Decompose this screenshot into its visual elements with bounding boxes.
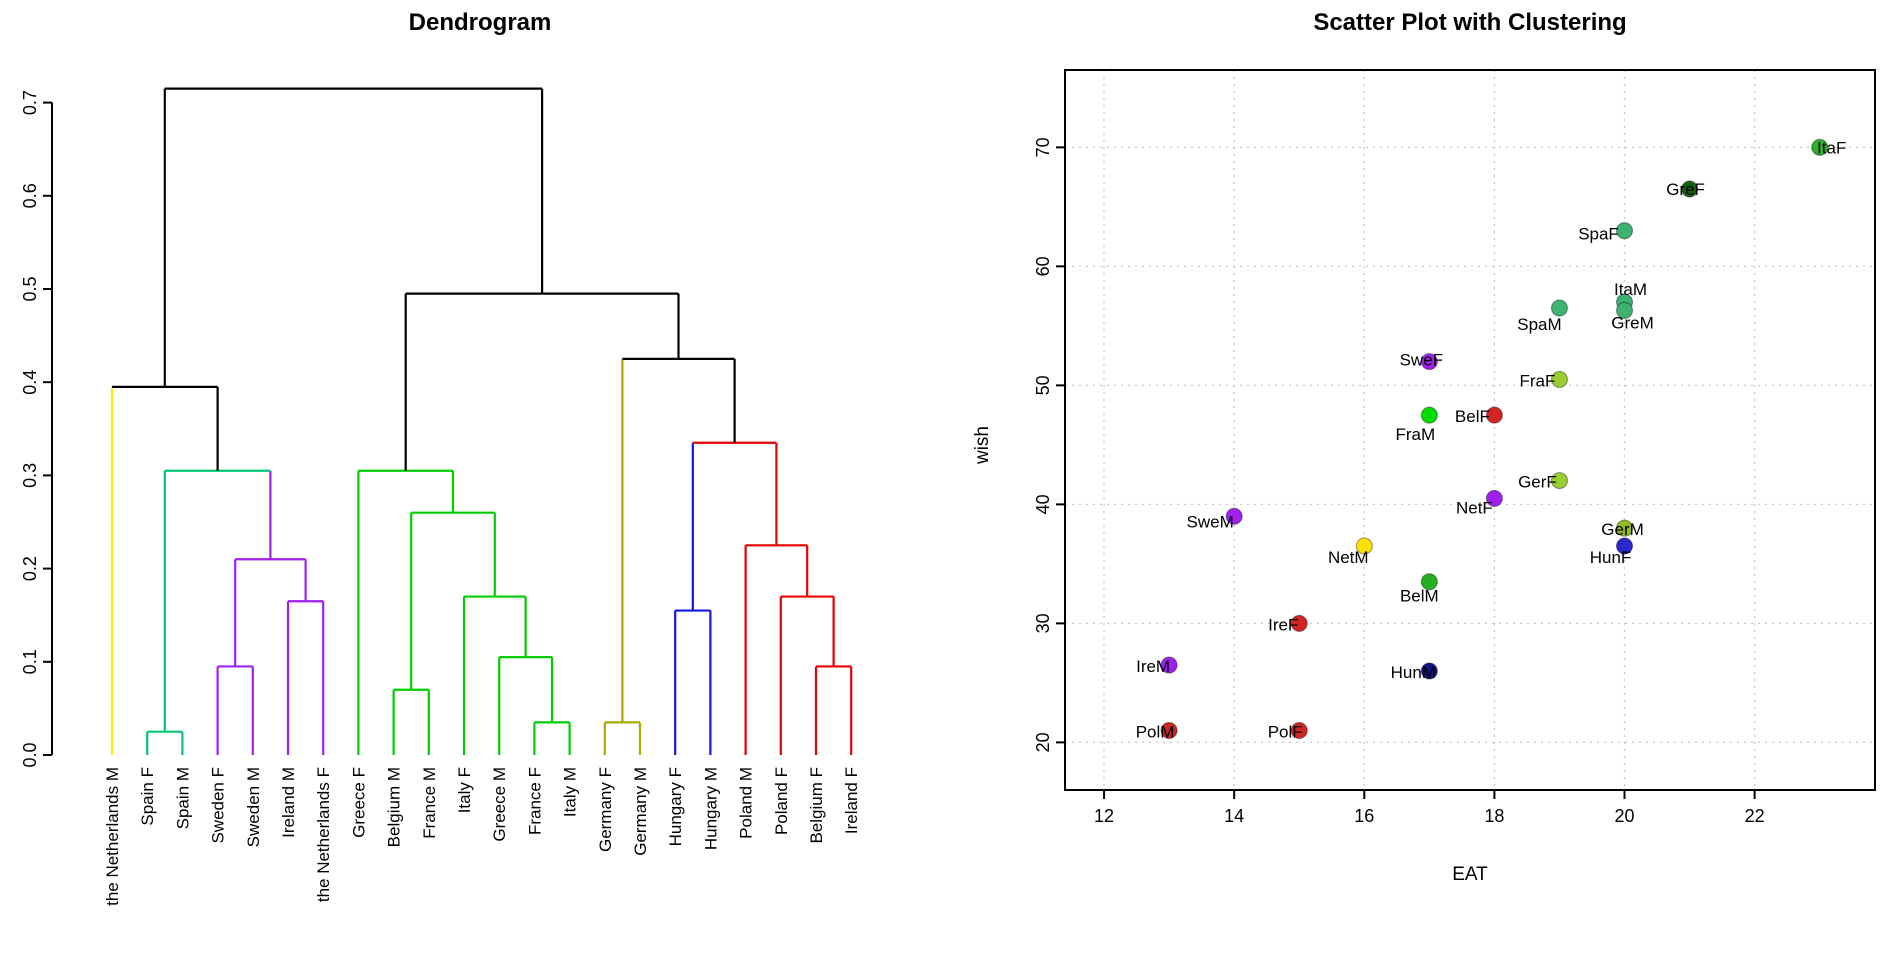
point-label: FraM: [1396, 425, 1436, 444]
point-label: SweM: [1187, 512, 1234, 531]
y-tick-label: 0.0: [20, 742, 40, 767]
leaf-label: Spain M: [173, 767, 192, 829]
point-label: HunF: [1590, 548, 1632, 567]
scatter-point: [1680, 180, 1699, 198]
scatter-point: [1420, 406, 1438, 424]
leaf-label: Ireland F: [842, 767, 861, 834]
y-tick-label: 0.2: [20, 556, 40, 581]
dendrogram-plot: the Netherlands M Spain F Spain M Sweden F S…: [20, 87, 861, 906]
scatter-plot: 12 14 16 18 20 22 20 30 40 50 60 70 ItaF GreF SpaF ItaM…: [1033, 69, 1876, 826]
scatter-title: Scatter Plot with Clustering: [1313, 9, 1626, 36]
x-tick-label: 14: [1224, 806, 1244, 826]
x-tick-label: 12: [1094, 806, 1114, 826]
leaf-label: Spain F: [138, 767, 157, 826]
scatter-point: [1811, 138, 1829, 156]
leaf-label: France F: [525, 767, 544, 835]
leaf-label: Italy F: [455, 767, 474, 813]
scatter-point: [1485, 406, 1503, 424]
plot-box: [1064, 69, 1876, 791]
dendrogram-title: Dendrogram: [409, 9, 552, 36]
scatter-point: [1355, 537, 1373, 555]
leaf-label: the Netherlands M: [103, 767, 122, 906]
leaf-label: Poland M: [737, 767, 756, 839]
y-tick-label: 60: [1033, 256, 1053, 276]
point-label: SpaF: [1578, 225, 1619, 244]
x-tick-label: 20: [1615, 806, 1635, 826]
scatter-point: [1420, 662, 1438, 680]
y-tick-label: 20: [1033, 732, 1053, 752]
y-tick-label: 0.4: [20, 370, 40, 395]
leaf-label: Belgium M: [385, 767, 404, 847]
leaf-label: Hungary M: [701, 767, 720, 850]
scatter-point: [1160, 721, 1178, 740]
scatter-point: [1290, 721, 1308, 740]
leaf-label: Greece F: [349, 767, 368, 838]
point-label: PolM: [1136, 722, 1175, 741]
leaf-label: Italy M: [561, 767, 580, 817]
point-label: GreF: [1666, 180, 1705, 199]
leaf-label: France M: [420, 767, 439, 839]
y-tick-label: 0.3: [20, 463, 40, 488]
y-tick-label: 30: [1033, 613, 1053, 633]
scatter-point: [1290, 614, 1308, 632]
point-label: SweF: [1400, 351, 1443, 370]
x-tick-label: 18: [1484, 806, 1504, 826]
scatter-point: [1615, 301, 1634, 319]
scatter-point: [1160, 656, 1178, 674]
scatter-point: [1550, 370, 1569, 389]
point-label: HunM: [1391, 663, 1436, 682]
scatter-point: [1420, 573, 1438, 591]
y-tick-label: 50: [1033, 375, 1053, 395]
x-tick-label: 16: [1354, 806, 1374, 826]
point-label: GerM: [1601, 520, 1644, 539]
leaf-label: Greece M: [490, 767, 509, 842]
point-label: ItaF: [1817, 138, 1846, 157]
scatter-point: [1485, 489, 1503, 508]
leaf-label: the Netherlands F: [314, 767, 333, 902]
point-label: PolF: [1268, 722, 1303, 741]
scatter-point: [1615, 519, 1634, 537]
point-label: BelM: [1400, 587, 1439, 606]
point-label: SpaM: [1517, 315, 1561, 334]
y-tick-label: 0.6: [20, 183, 40, 208]
y-tick-label: 40: [1033, 494, 1053, 514]
leaf-label: Poland F: [772, 767, 791, 835]
x-tick-label: 22: [1745, 806, 1765, 826]
leaf-label: Sweden M: [244, 767, 263, 847]
leaf-label: Sweden F: [209, 767, 228, 844]
leaf-label: Germany F: [596, 767, 615, 852]
y-tick-label: 70: [1033, 137, 1053, 157]
point-label: GerF: [1518, 473, 1557, 492]
scatter-ylabel: wish: [972, 426, 993, 465]
point-label: ItaM: [1614, 280, 1647, 299]
point-label: IreM: [1136, 657, 1170, 676]
leaf-label: Hungary F: [666, 767, 685, 846]
point-label: IreF: [1268, 615, 1298, 634]
scatter-point: [1615, 537, 1634, 555]
point-label: NetM: [1328, 548, 1369, 567]
scatter-point: [1420, 352, 1438, 371]
y-tick-label: 0.1: [20, 649, 40, 674]
point-label: BelF: [1455, 407, 1490, 426]
scatter-point: [1550, 471, 1569, 490]
scatter-point: [1615, 222, 1634, 240]
leaf-label: Ireland M: [279, 767, 298, 838]
leaf-label: Germany M: [631, 767, 650, 856]
scatter-point: [1225, 507, 1243, 525]
scatter-xlabel: EAT: [1452, 864, 1488, 885]
point-label: GreM: [1611, 313, 1654, 332]
y-tick-label: 0.7: [20, 90, 40, 115]
point-label: NetF: [1456, 498, 1493, 517]
y-tick-label: 0.5: [20, 276, 40, 301]
scatter-point: [1550, 299, 1569, 317]
leaf-label: Belgium F: [807, 767, 826, 844]
point-label: FraF: [1520, 371, 1556, 390]
